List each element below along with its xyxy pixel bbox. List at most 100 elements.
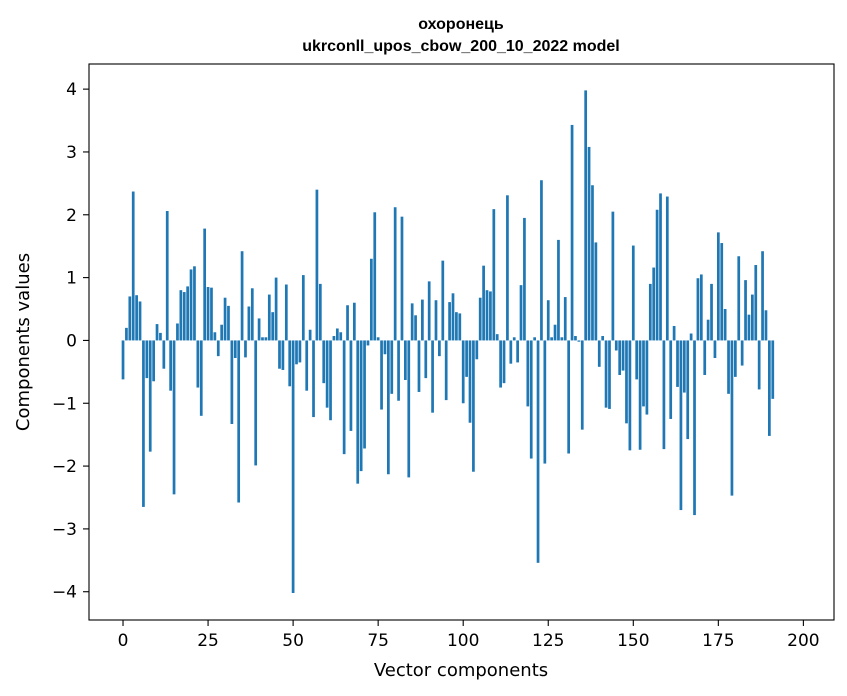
bar-44 (271, 312, 275, 341)
bar-165 (682, 340, 686, 393)
bar-184 (747, 314, 751, 341)
bar-18 (182, 292, 186, 341)
bar-181 (737, 256, 741, 341)
x-tick-label: 200 (787, 631, 819, 651)
bar-185 (751, 294, 754, 341)
bar-63 (335, 328, 339, 341)
bar-5 (138, 301, 142, 341)
bar-34 (237, 340, 241, 503)
bar-74 (373, 212, 377, 341)
bar-58 (318, 283, 322, 341)
bar-69 (356, 340, 360, 484)
x-tick-label: 50 (282, 631, 304, 651)
y-tick-label: 4 (66, 80, 77, 100)
chart-subtitle: ukrconll_upos_cbow_200_10_2022 model (302, 38, 619, 55)
bar-108 (489, 291, 492, 341)
bar-16 (176, 323, 179, 341)
bar-22 (196, 340, 200, 388)
bar-68 (352, 302, 356, 341)
bar-39 (254, 340, 258, 466)
bar-191 (771, 340, 775, 399)
bar-57 (315, 189, 319, 341)
bar-189 (764, 310, 768, 341)
bar-125 (546, 300, 550, 341)
bar-138 (591, 185, 594, 341)
bar-80 (393, 207, 397, 341)
x-tick-label: 75 (367, 631, 389, 651)
bar-84 (407, 340, 411, 478)
bar-172 (706, 319, 710, 341)
bar-97 (451, 293, 455, 341)
bar-169 (696, 278, 700, 341)
bar-27 (213, 332, 217, 341)
bar-2 (128, 296, 132, 341)
bar-73 (369, 258, 373, 341)
bar-101 (465, 340, 468, 377)
bars-group (121, 90, 775, 593)
bar-96 (448, 302, 451, 341)
x-tick-label: 175 (702, 631, 734, 651)
bar-35 (240, 251, 244, 341)
y-tick-label: 2 (66, 206, 77, 226)
bar-33 (233, 340, 237, 359)
bar-153 (642, 340, 645, 407)
bar-67 (349, 340, 353, 431)
y-tick-label: −3 (52, 520, 77, 540)
bar-161 (669, 340, 673, 419)
bar-82 (400, 216, 404, 341)
bar-100 (461, 340, 465, 404)
bar-20 (189, 269, 193, 341)
bar-41 (261, 337, 264, 341)
bar-9 (152, 340, 155, 382)
y-tick-label: 1 (66, 269, 77, 289)
bar-93 (438, 340, 441, 357)
bar-159 (662, 340, 666, 450)
bar-124 (543, 340, 547, 464)
bar-120 (529, 340, 533, 459)
bar-25 (206, 287, 210, 341)
bar-111 (499, 340, 502, 388)
bar-79 (390, 340, 394, 394)
bar-28 (216, 340, 220, 357)
bar-171 (703, 340, 707, 375)
bar-110 (495, 334, 499, 341)
bar-137 (587, 146, 591, 341)
plot-frame (88, 63, 835, 621)
bar-142 (604, 340, 608, 408)
bar-119 (526, 340, 530, 407)
bar-89 (424, 340, 428, 379)
bar-71 (363, 340, 366, 449)
bar-54 (305, 340, 309, 391)
bar-175 (716, 232, 720, 341)
bar-86 (414, 315, 417, 341)
bar-163 (676, 340, 679, 387)
bar-17 (179, 290, 183, 341)
y-tick-label: −2 (52, 457, 77, 477)
bar-147 (621, 340, 625, 371)
bar-24 (203, 228, 207, 341)
bar-66 (346, 305, 349, 341)
y-axis-label: Components values (13, 253, 34, 431)
bar-76 (380, 340, 383, 410)
bar-91 (431, 340, 434, 413)
bar-14 (169, 340, 172, 391)
bar-29 (220, 324, 224, 341)
bar-72 (366, 340, 370, 346)
bar-154 (645, 340, 649, 415)
bar-92 (434, 300, 438, 341)
bar-38 (250, 288, 254, 341)
bar-47 (281, 340, 285, 370)
bar-98 (455, 312, 458, 341)
bar-141 (601, 336, 605, 341)
bar-183 (744, 280, 747, 341)
bar-114 (509, 340, 513, 364)
bar-177 (723, 309, 727, 341)
bar-109 (492, 209, 496, 341)
bar-123 (540, 180, 543, 341)
bar-45 (274, 277, 278, 341)
bar-88 (421, 299, 424, 341)
bar-129 (560, 337, 564, 341)
bar-56 (312, 340, 315, 418)
x-tick-label: 0 (118, 631, 129, 651)
bar-133 (574, 336, 577, 341)
